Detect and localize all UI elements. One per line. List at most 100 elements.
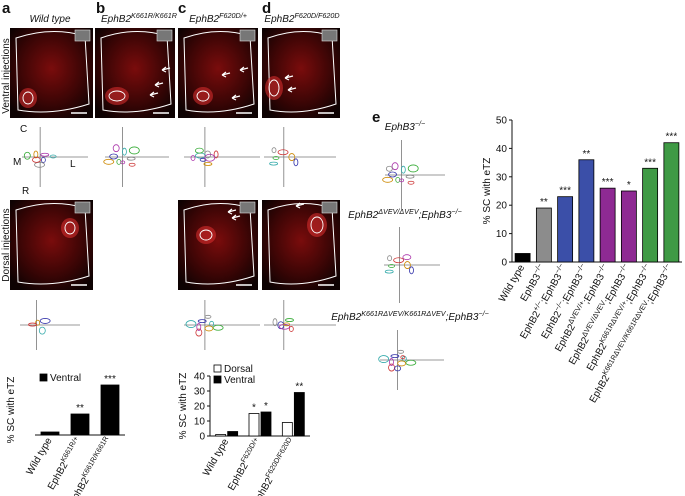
significance: *** xyxy=(644,157,656,168)
projection-outline xyxy=(400,355,406,360)
significance: *** xyxy=(602,177,614,188)
sc-outline xyxy=(267,30,337,113)
y-tick-label: 50 xyxy=(496,116,508,127)
projection-outline xyxy=(33,150,39,159)
significance: ** xyxy=(295,382,303,393)
significance: ** xyxy=(540,197,548,208)
significance: * xyxy=(264,401,268,412)
bar xyxy=(293,392,305,437)
y-tick-label: 0 xyxy=(199,432,205,443)
projection-outline xyxy=(293,158,299,167)
bar xyxy=(70,413,90,436)
y-tick-label: 0 xyxy=(501,258,507,269)
panel-letter: e xyxy=(372,109,380,126)
projection-outline xyxy=(35,319,41,326)
projection-outline xyxy=(120,160,126,165)
arrow xyxy=(149,91,159,98)
x-tick-label-part: Wild type xyxy=(25,436,55,477)
projection-outline xyxy=(400,165,406,174)
significance: ** xyxy=(582,149,590,160)
injection-outline xyxy=(196,90,210,102)
sc-outline xyxy=(15,30,90,113)
x-tick-label-part: EphB2 xyxy=(46,460,71,492)
injection-outline xyxy=(108,90,126,102)
y-tick-label: 40 xyxy=(194,372,206,383)
legend-swatch xyxy=(39,373,48,382)
projection-outline xyxy=(390,354,400,359)
projection-outline xyxy=(397,360,407,367)
panel-letter: d xyxy=(262,0,271,17)
arrow xyxy=(154,81,164,88)
side-label: Ventral injections xyxy=(1,38,12,114)
projection-outline xyxy=(382,176,394,183)
projection-outline xyxy=(378,355,390,363)
arrow xyxy=(161,66,171,73)
projection-outline xyxy=(213,150,219,159)
projection-outline xyxy=(40,152,50,157)
projection-outline xyxy=(395,177,401,183)
projection-outline xyxy=(128,146,140,155)
significance: *** xyxy=(104,374,116,385)
bar xyxy=(514,253,531,263)
panel-letter: a xyxy=(2,0,11,17)
x-tick-label-part: ;EphB3 xyxy=(645,272,671,306)
projection-outline xyxy=(116,159,122,165)
arrow xyxy=(231,214,241,221)
injection-outline xyxy=(310,216,324,234)
projection-outline xyxy=(34,161,45,168)
microscopy-image xyxy=(95,28,175,118)
projection-outline xyxy=(40,157,46,163)
side-label: Dorsal injections xyxy=(1,208,12,281)
bar xyxy=(100,384,120,436)
projection-outline xyxy=(402,254,412,261)
significance: *** xyxy=(666,132,678,143)
projection-outline xyxy=(272,318,278,327)
projection-outline xyxy=(271,147,277,154)
significance: *** xyxy=(559,186,571,197)
inset xyxy=(239,201,256,214)
genotype-title-part: EphB2 xyxy=(348,210,378,221)
projection-outline xyxy=(393,257,405,264)
legend-swatch xyxy=(213,364,222,373)
significance: ** xyxy=(76,403,84,414)
inset xyxy=(74,29,91,42)
arrow xyxy=(284,74,294,81)
projection-outline xyxy=(128,162,136,167)
projection-outline xyxy=(212,324,224,331)
genotype-title-part: F620D/+ xyxy=(219,11,247,20)
projection-outline xyxy=(194,147,204,154)
x-tick-label: Wild type xyxy=(201,437,231,478)
projection-outline xyxy=(283,322,291,327)
projection-outline xyxy=(405,174,415,179)
y-tick-label: 10 xyxy=(496,229,508,240)
x-tick-label-part: K661R/+ xyxy=(58,434,80,463)
genotype-title: EphB2K661R/K661R xyxy=(101,11,177,26)
x-tick-label-part: K661R/K661R xyxy=(79,434,110,478)
injection-outline xyxy=(64,221,76,235)
bar xyxy=(599,187,616,263)
genotype-title-part: K661RΔVEV/K661RΔVEV xyxy=(361,309,447,318)
genotype-title-part: −/− xyxy=(478,309,488,318)
bar xyxy=(227,431,239,437)
bar xyxy=(248,413,260,437)
injection-glow xyxy=(193,87,213,105)
projection-outline xyxy=(49,154,57,159)
x-tick-label-part: EphB2 xyxy=(588,373,613,405)
genotype-title-part: ;EphB3 xyxy=(446,312,479,323)
projection-outline xyxy=(388,264,395,268)
arrow xyxy=(221,71,231,78)
projection-outline xyxy=(112,144,120,153)
projection-outline xyxy=(199,157,207,162)
y-tick-label: 40 xyxy=(496,144,508,155)
projection-outline xyxy=(288,326,294,332)
y-axis-label: % SC with eTZ xyxy=(6,377,17,444)
projection-outline xyxy=(394,365,402,372)
microscopy-image xyxy=(178,28,258,118)
projection-outline xyxy=(185,320,197,328)
inset xyxy=(74,201,91,214)
bar xyxy=(620,190,637,263)
projection-outline xyxy=(285,318,294,322)
inset xyxy=(321,201,338,214)
genotype-title-part: EphB2 xyxy=(189,14,219,25)
